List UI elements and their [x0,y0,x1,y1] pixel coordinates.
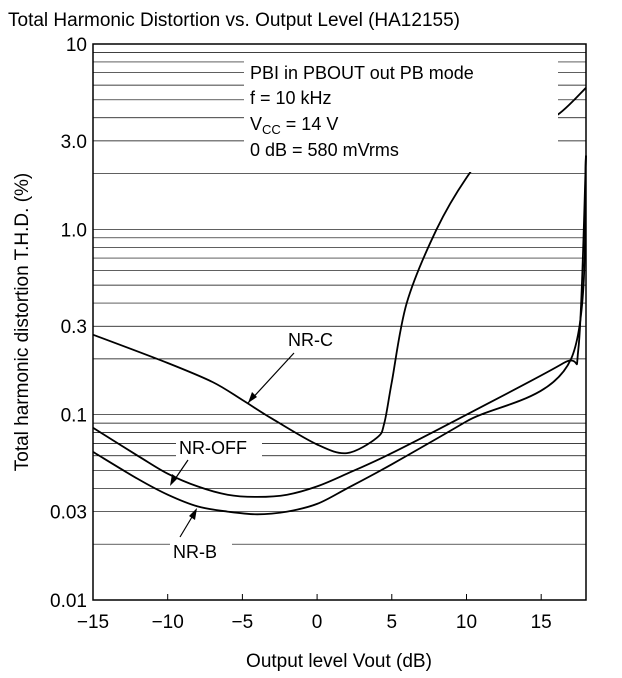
label-nr-c-text: NR-C [288,330,333,350]
condition-frequency: f = 10 kHz [250,88,332,108]
label-nr-c-bg [285,327,343,351]
y-axis-label: Total harmonic distortion T.H.D. (%) [12,173,33,471]
y-tick-label: 1.0 [61,220,87,241]
label-nr-b-text: NR-B [173,542,217,562]
label-nr-b: NR-B [170,508,232,563]
y-tick-labels: 0.01 0.03 0.1 0.3 1.0 3.0 10 [50,35,87,612]
label-nr-c-arrow [247,352,295,404]
x-tick-label: 15 [531,612,552,633]
condition-supply-v: V [250,114,262,134]
label-nr-c-arrowhead [248,392,257,403]
plot-frame [92,43,587,601]
label-nr-off: NR-OFF [170,435,262,486]
series-line-nr-b [92,155,587,516]
condition-supply: VCC = 14 V [250,114,338,137]
label-nr-b-bg [170,539,232,563]
condition-reference: 0 dB = 580 mVrms [250,140,399,160]
y-tick-label: 0.3 [61,317,87,338]
label-nr-b-arrowhead [189,508,197,520]
chart-title: Total Harmonic Distortion vs. Output Lev… [8,10,460,31]
x-tick-label: −10 [152,612,184,633]
x-tick-label: 0 [312,612,323,633]
x-axis-label: Output level Vout (dB) [246,651,432,672]
conditions-box-bg [244,60,558,172]
conditions-box: PBI in PBOUT out PB mode f = 10 kHz VCC … [244,60,558,172]
condition-supply-value: = 14 V [281,114,339,134]
y-tick-label: 10 [66,35,87,56]
y-tick-label: 0.01 [50,591,87,612]
series-line-nr-off [92,155,587,498]
x-tick-label: 10 [456,612,477,633]
condition-mode: PBI in PBOUT out PB mode [250,63,474,83]
label-nr-off-text: NR-OFF [179,438,247,458]
label-nr-off-arrowhead [170,474,178,486]
label-nr-c: NR-C [247,327,343,404]
y-tick-label: 0.03 [50,503,87,524]
condition-supply-sub: CC [262,122,281,137]
y-tick-label: 0.1 [61,406,87,427]
x-tick-label: 5 [386,612,397,633]
label-nr-off-bg [176,435,262,459]
y-tick-label: 3.0 [61,132,87,153]
x-tick-label: −5 [232,612,254,633]
x-tick-label: −15 [77,612,109,633]
x-tick-labels: −15 −10 −5 0 5 10 15 [77,594,552,633]
